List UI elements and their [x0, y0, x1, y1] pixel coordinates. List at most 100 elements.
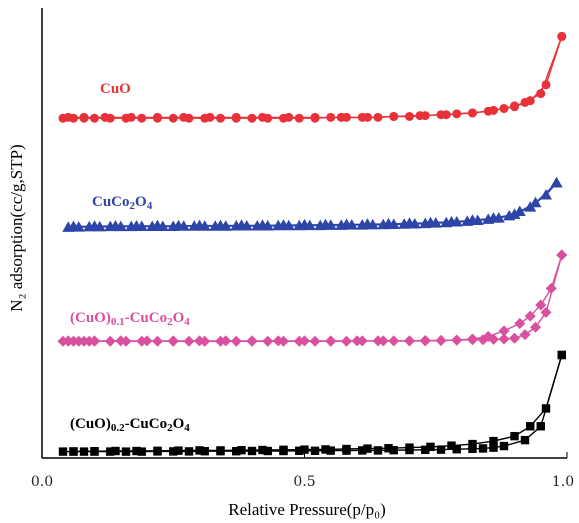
- data-point-3-adsorption: [468, 444, 477, 454]
- data-point-1-desorption: [67, 220, 80, 231]
- data-point-2-desorption: [115, 335, 127, 347]
- data-point-1-desorption: [235, 219, 248, 230]
- data-point-1-desorption: [151, 219, 164, 231]
- data-point-3-desorption: [541, 404, 551, 413]
- data-point-1-desorption: [214, 219, 227, 231]
- data-point-3-adsorption: [358, 446, 367, 455]
- data-point-0-adsorption: [137, 113, 147, 123]
- data-point-3-adsorption: [373, 446, 383, 455]
- data-point-2-desorption: [377, 335, 389, 347]
- series-label: (CuO)0.2-CuCo2O4: [70, 416, 190, 434]
- data-point-2-desorption: [467, 333, 478, 345]
- data-point-2-desorption: [246, 335, 258, 347]
- x-tick-label: 0.5: [293, 474, 315, 490]
- data-point-3-adsorption: [310, 446, 320, 456]
- series-2: [57, 249, 568, 347]
- data-point-0-desorption: [179, 112, 189, 122]
- data-point-2-desorption: [351, 335, 363, 347]
- data-point-2-adsorption: [183, 335, 195, 347]
- data-point-3-desorption: [279, 445, 288, 455]
- data-point-3-adsorption: [295, 446, 304, 456]
- data-point-1-desorption: [319, 218, 332, 230]
- data-point-2-desorption: [62, 335, 74, 347]
- data-point-3-desorption: [526, 422, 535, 431]
- data-point-0-desorption: [557, 31, 567, 41]
- data-point-3-desorption: [195, 446, 204, 455]
- data-point-3-adsorption: [478, 444, 488, 453]
- data-point-3-adsorption: [499, 441, 509, 451]
- data-point-0-desorption: [489, 105, 498, 115]
- data-point-3-desorption: [258, 445, 267, 455]
- data-point-2-adsorption: [104, 335, 116, 347]
- data-point-3-adsorption: [106, 447, 115, 456]
- data-point-0-adsorption: [326, 112, 336, 122]
- data-point-2-desorption: [535, 299, 547, 311]
- data-point-1-desorption: [524, 201, 537, 212]
- data-point-0-desorption: [79, 112, 89, 122]
- data-point-0-desorption: [510, 102, 519, 112]
- series-line-adsorption: [63, 254, 563, 342]
- data-point-3-desorption: [489, 436, 498, 446]
- data-point-0-adsorption: [168, 113, 178, 123]
- data-point-1-desorption: [487, 212, 500, 223]
- data-point-3-adsorption: [232, 447, 241, 456]
- data-point-3-desorption: [405, 443, 414, 452]
- data-point-2-adsorption: [519, 329, 531, 341]
- data-point-3-adsorption: [184, 447, 194, 456]
- data-point-2-adsorption: [152, 335, 163, 347]
- data-point-2-desorption: [435, 335, 447, 347]
- data-point-3-adsorption: [169, 447, 178, 456]
- data-point-2-adsorption: [341, 335, 352, 347]
- data-point-1-desorption: [340, 218, 353, 229]
- data-point-0-desorption: [100, 112, 110, 122]
- data-point-2-adsorption: [262, 335, 274, 347]
- series-labels: CuO CuCo2O4 (CuO)0.1-CuCo2O4 (CuO)0.2-CuCo2…: [70, 81, 190, 434]
- data-point-3-desorption: [90, 447, 99, 456]
- data-point-1-desorption: [361, 218, 374, 229]
- data-point-2-adsorption: [388, 335, 400, 347]
- data-point-1-desorption: [298, 218, 311, 230]
- series-line-desorption: [68, 254, 563, 342]
- data-point-0-desorption: [441, 110, 451, 120]
- data-point-3-desorption: [426, 442, 435, 452]
- data-point-3-adsorption: [389, 446, 398, 455]
- data-point-2-desorption: [194, 335, 205, 347]
- data-point-3-desorption: [342, 444, 351, 454]
- data-point-3-adsorption: [520, 435, 530, 445]
- data-point-3-adsorption: [421, 445, 430, 455]
- data-point-3-desorption: [447, 441, 456, 450]
- data-point-2-adsorption: [530, 321, 541, 333]
- data-point-0-desorption: [541, 80, 551, 90]
- data-point-3-adsorption: [326, 446, 335, 455]
- data-point-2-desorption: [514, 318, 526, 329]
- x-axis-title: Relative Pressure(p/p₀): [228, 500, 385, 519]
- data-point-3-adsorption: [200, 447, 209, 456]
- data-point-3-adsorption: [137, 447, 146, 456]
- data-point-0-desorption: [231, 112, 241, 122]
- data-point-0-desorption: [153, 112, 162, 122]
- data-point-3-desorption: [557, 350, 566, 360]
- data-point-0-desorption: [336, 112, 346, 122]
- series-1: [62, 176, 563, 232]
- data-point-3-desorption: [153, 446, 162, 456]
- data-point-2-adsorption: [509, 332, 520, 344]
- series-line-adsorption: [63, 354, 563, 453]
- data-point-0-adsorption: [452, 109, 462, 119]
- x-axis: 0.0 0.5 1.0 Relative Pressure(p/p₀) N₂ a…: [7, 8, 574, 519]
- data-point-0-desorption: [468, 108, 477, 118]
- data-point-1-desorption: [540, 189, 552, 200]
- data-point-1-adsorption: [529, 196, 542, 208]
- data-point-3-desorption: [237, 446, 246, 455]
- data-point-1-desorption: [172, 219, 185, 231]
- data-point-2-desorption: [89, 335, 100, 347]
- data-point-3-desorption: [384, 444, 393, 453]
- data-point-1-desorption: [109, 220, 122, 231]
- x-tick-label: 0.0: [31, 474, 53, 490]
- data-point-3-adsorption: [58, 447, 68, 456]
- data-point-2-adsorption: [498, 333, 510, 345]
- data-point-0-desorption: [205, 112, 215, 122]
- data-point-3-adsorption: [436, 445, 446, 454]
- data-point-3-adsorption: [536, 422, 545, 431]
- data-point-0-desorption: [363, 112, 372, 122]
- data-point-0-adsorption: [294, 113, 304, 123]
